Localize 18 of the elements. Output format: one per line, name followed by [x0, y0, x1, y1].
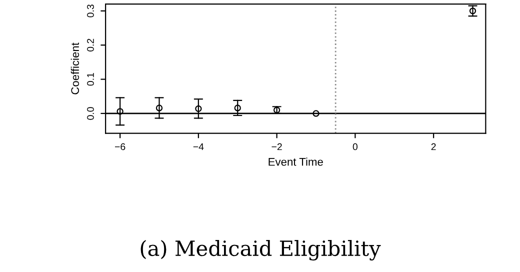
x-tick-label: −6 [114, 143, 126, 150]
x-tick-label: 2 [431, 143, 436, 150]
point [156, 104, 163, 112]
x-axis-title: Event Time [268, 158, 323, 166]
x-tick-label: −4 [193, 143, 204, 150]
text: (a) Medicaid Eligibility [140, 240, 381, 260]
y-axis-title: Coefficient [70, 42, 80, 94]
y-tick-label: 0.3 [87, 4, 94, 18]
x-tick-label: 0 [352, 143, 358, 150]
point [312, 110, 320, 117]
point [469, 8, 476, 14]
y-tick-label: 0.2 [87, 38, 94, 52]
point [116, 108, 124, 115]
y-tick-label: 0.1 [87, 72, 94, 86]
point [234, 104, 241, 112]
point [195, 105, 202, 112]
x-tick-label: −2 [272, 143, 282, 150]
y-tick-label: 0.0 [87, 107, 94, 120]
